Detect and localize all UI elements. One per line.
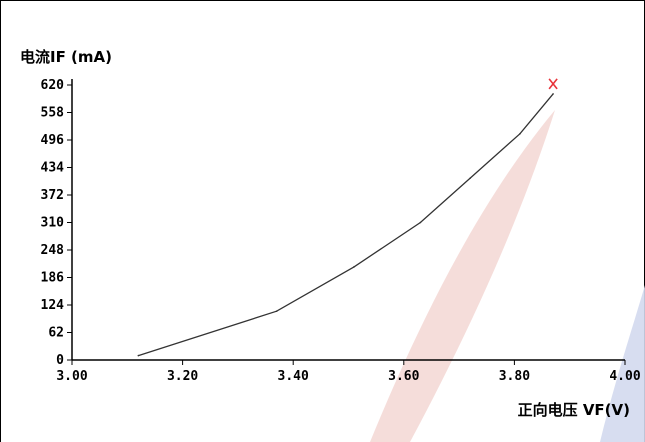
y-tick-label: 434 [41, 161, 65, 176]
x-tick-label: 4.00 [609, 369, 640, 384]
data-point [552, 93, 554, 95]
x-tick-label: 3.60 [388, 369, 419, 384]
data-point [137, 354, 140, 357]
y-tick-label: 186 [41, 271, 65, 286]
axes [71, 79, 625, 361]
end-marker-stroke [548, 78, 558, 90]
y-axis-label: 电流IF (mA) [20, 48, 112, 66]
y-tick-label: 248 [41, 243, 65, 258]
data-point [353, 266, 355, 268]
x-tick-label: 3.00 [56, 369, 87, 384]
data-points [137, 93, 554, 357]
y-tick-label: 0 [56, 353, 64, 368]
watermark-blue-swoosh [600, 285, 645, 442]
y-tick-label: 620 [41, 78, 65, 93]
data-point [419, 221, 422, 224]
y-ticks: 0 62 124 186 248 310 372 434 496 558 620 [41, 78, 72, 368]
x-tick-label: 3.80 [499, 369, 530, 384]
x-ticks: 3.00 3.20 3.40 3.60 3.80 4.00 [56, 360, 641, 384]
watermark-red-swoosh [370, 110, 555, 442]
y-tick-label: 496 [41, 133, 65, 148]
y-tick-label: 558 [41, 106, 65, 121]
y-tick-label: 310 [41, 216, 65, 231]
y-tick-label: 372 [41, 188, 64, 203]
y-tick-label: 62 [48, 326, 64, 341]
y-tick-label: 124 [41, 298, 65, 313]
data-point [519, 132, 521, 135]
data-point [469, 177, 471, 179]
end-marker-icon [548, 78, 558, 90]
data-point [275, 310, 278, 313]
x-axis-label: 正向电压 VF(V) [518, 401, 630, 419]
x-tick-label: 3.20 [167, 369, 198, 384]
x-tick-label: 3.40 [278, 369, 309, 384]
